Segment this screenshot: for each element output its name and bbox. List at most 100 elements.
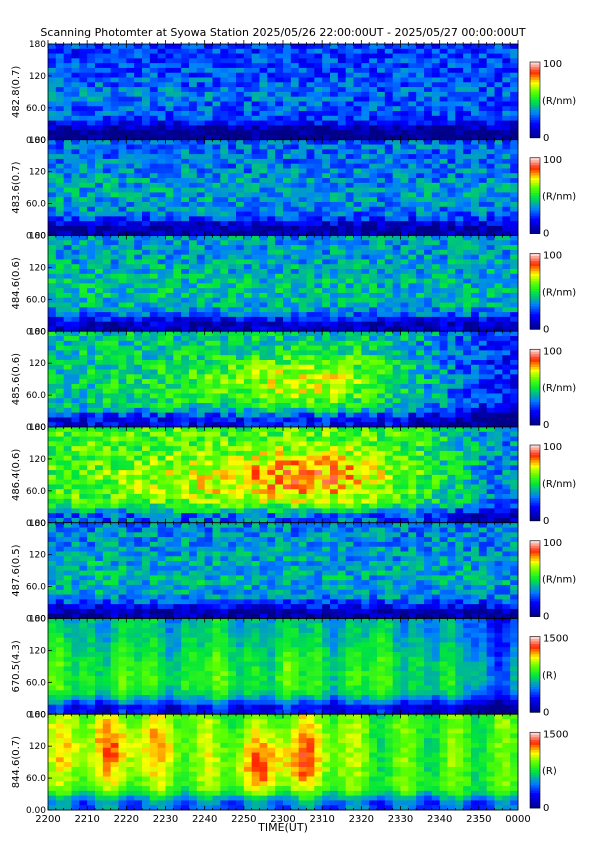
heatmap-cell <box>220 96 229 102</box>
heatmap-cell <box>110 125 119 131</box>
heatmap-cell <box>494 221 503 227</box>
heatmap-cell <box>173 393 182 399</box>
heatmap-cell <box>95 230 104 236</box>
heatmap-cell <box>314 206 323 212</box>
heatmap-cell <box>220 288 229 294</box>
heatmap-cell <box>212 182 221 189</box>
heatmap-cell <box>471 379 480 385</box>
heatmap-cell <box>447 364 456 370</box>
heatmap-cell <box>118 106 127 112</box>
heatmap-cell <box>478 393 488 399</box>
heatmap-cell <box>102 82 112 88</box>
heatmap-cell <box>283 44 292 50</box>
heatmap-cell <box>361 48 370 54</box>
heatmap-cell <box>126 254 135 260</box>
heatmap-cell <box>259 211 268 217</box>
heatmap-cell <box>486 173 495 179</box>
heatmap-cell <box>400 120 409 126</box>
heatmap-cell <box>48 58 57 64</box>
heatmap-cell <box>408 331 417 337</box>
heatmap-cell <box>212 292 221 299</box>
heatmap-cell <box>196 53 206 59</box>
heatmap-cell <box>71 278 80 284</box>
heatmap-cell <box>455 192 464 198</box>
heatmap-cell <box>353 302 362 308</box>
heatmap-cell <box>212 168 221 174</box>
heatmap-cell <box>259 240 268 246</box>
heatmap-cell <box>298 120 307 126</box>
heatmap-cell <box>416 63 425 69</box>
heatmap-cell <box>306 417 315 423</box>
heatmap-cell <box>87 312 96 318</box>
heatmap-cell <box>110 115 119 121</box>
heatmap-cell <box>298 230 307 236</box>
heatmap-cell <box>502 149 511 155</box>
heatmap-cell <box>463 77 472 83</box>
heatmap-cell <box>424 283 433 289</box>
heatmap-cell <box>290 82 300 88</box>
heatmap-cell <box>283 403 292 409</box>
heatmap-cell <box>243 254 253 260</box>
heatmap-cell <box>337 403 347 409</box>
heatmap-cell <box>102 312 112 318</box>
heatmap-cell <box>283 321 292 327</box>
heatmap-cell <box>236 111 245 117</box>
heatmap-cell <box>149 230 159 236</box>
heatmap-cell <box>502 364 511 370</box>
heatmap-cell <box>392 182 401 189</box>
heatmap-cell <box>142 240 151 246</box>
heatmap-cell <box>63 168 72 174</box>
heatmap-cell <box>392 321 401 327</box>
heatmap-cell <box>95 82 104 88</box>
heatmap-cell <box>259 225 268 232</box>
colorbar-segment <box>530 84 540 88</box>
heatmap-cell <box>502 211 511 217</box>
heatmap-cell <box>267 120 276 126</box>
heatmap-cell <box>173 326 182 332</box>
heatmap-cell <box>142 393 151 399</box>
heatmap-cell <box>306 173 315 179</box>
heatmap-cell <box>314 178 323 184</box>
heatmap-cell <box>478 398 488 404</box>
heatmap-cell <box>400 72 409 78</box>
colorbar-segment <box>530 271 540 275</box>
heatmap-cell <box>337 77 347 83</box>
heatmap-cell <box>251 383 260 390</box>
heatmap-cell <box>486 149 495 155</box>
heatmap-cell <box>228 398 237 404</box>
heatmap-cell <box>212 422 221 428</box>
heatmap-cell <box>55 254 65 260</box>
heatmap-cell <box>439 173 448 179</box>
heatmap-cell <box>478 134 488 141</box>
heatmap-cell <box>392 96 401 102</box>
heatmap-cell <box>447 53 456 59</box>
heatmap-cell <box>424 106 433 112</box>
heatmap-cell <box>79 393 88 399</box>
heatmap-cell <box>181 340 190 347</box>
heatmap-cell <box>283 278 292 284</box>
heatmap-cell <box>95 240 104 246</box>
heatmap-cell <box>345 125 354 131</box>
heatmap-cell <box>424 63 433 69</box>
heatmap-cell <box>306 407 315 414</box>
heatmap-cell <box>283 379 292 385</box>
heatmap-cell <box>275 72 284 78</box>
chart-title: Scanning Photomter at Syowa Station 2025… <box>40 26 525 39</box>
heatmap-cell <box>102 115 112 121</box>
heatmap-cell <box>236 192 245 198</box>
heatmap-cell <box>55 364 65 370</box>
heatmap-cell <box>283 53 292 59</box>
heatmap-cell <box>455 302 464 308</box>
heatmap-cell <box>134 182 143 189</box>
heatmap-cell <box>510 273 519 279</box>
colorbar-segment <box>530 359 540 363</box>
heatmap-cell <box>110 355 119 361</box>
heatmap-cell <box>392 67 401 74</box>
heatmap-cell <box>204 312 213 318</box>
heatmap-cell <box>157 201 166 208</box>
heatmap-cell <box>157 269 166 275</box>
heatmap-cell <box>408 125 417 131</box>
heatmap-cell <box>337 67 347 74</box>
heatmap-cell <box>102 412 112 418</box>
heatmap-cell <box>79 374 88 380</box>
